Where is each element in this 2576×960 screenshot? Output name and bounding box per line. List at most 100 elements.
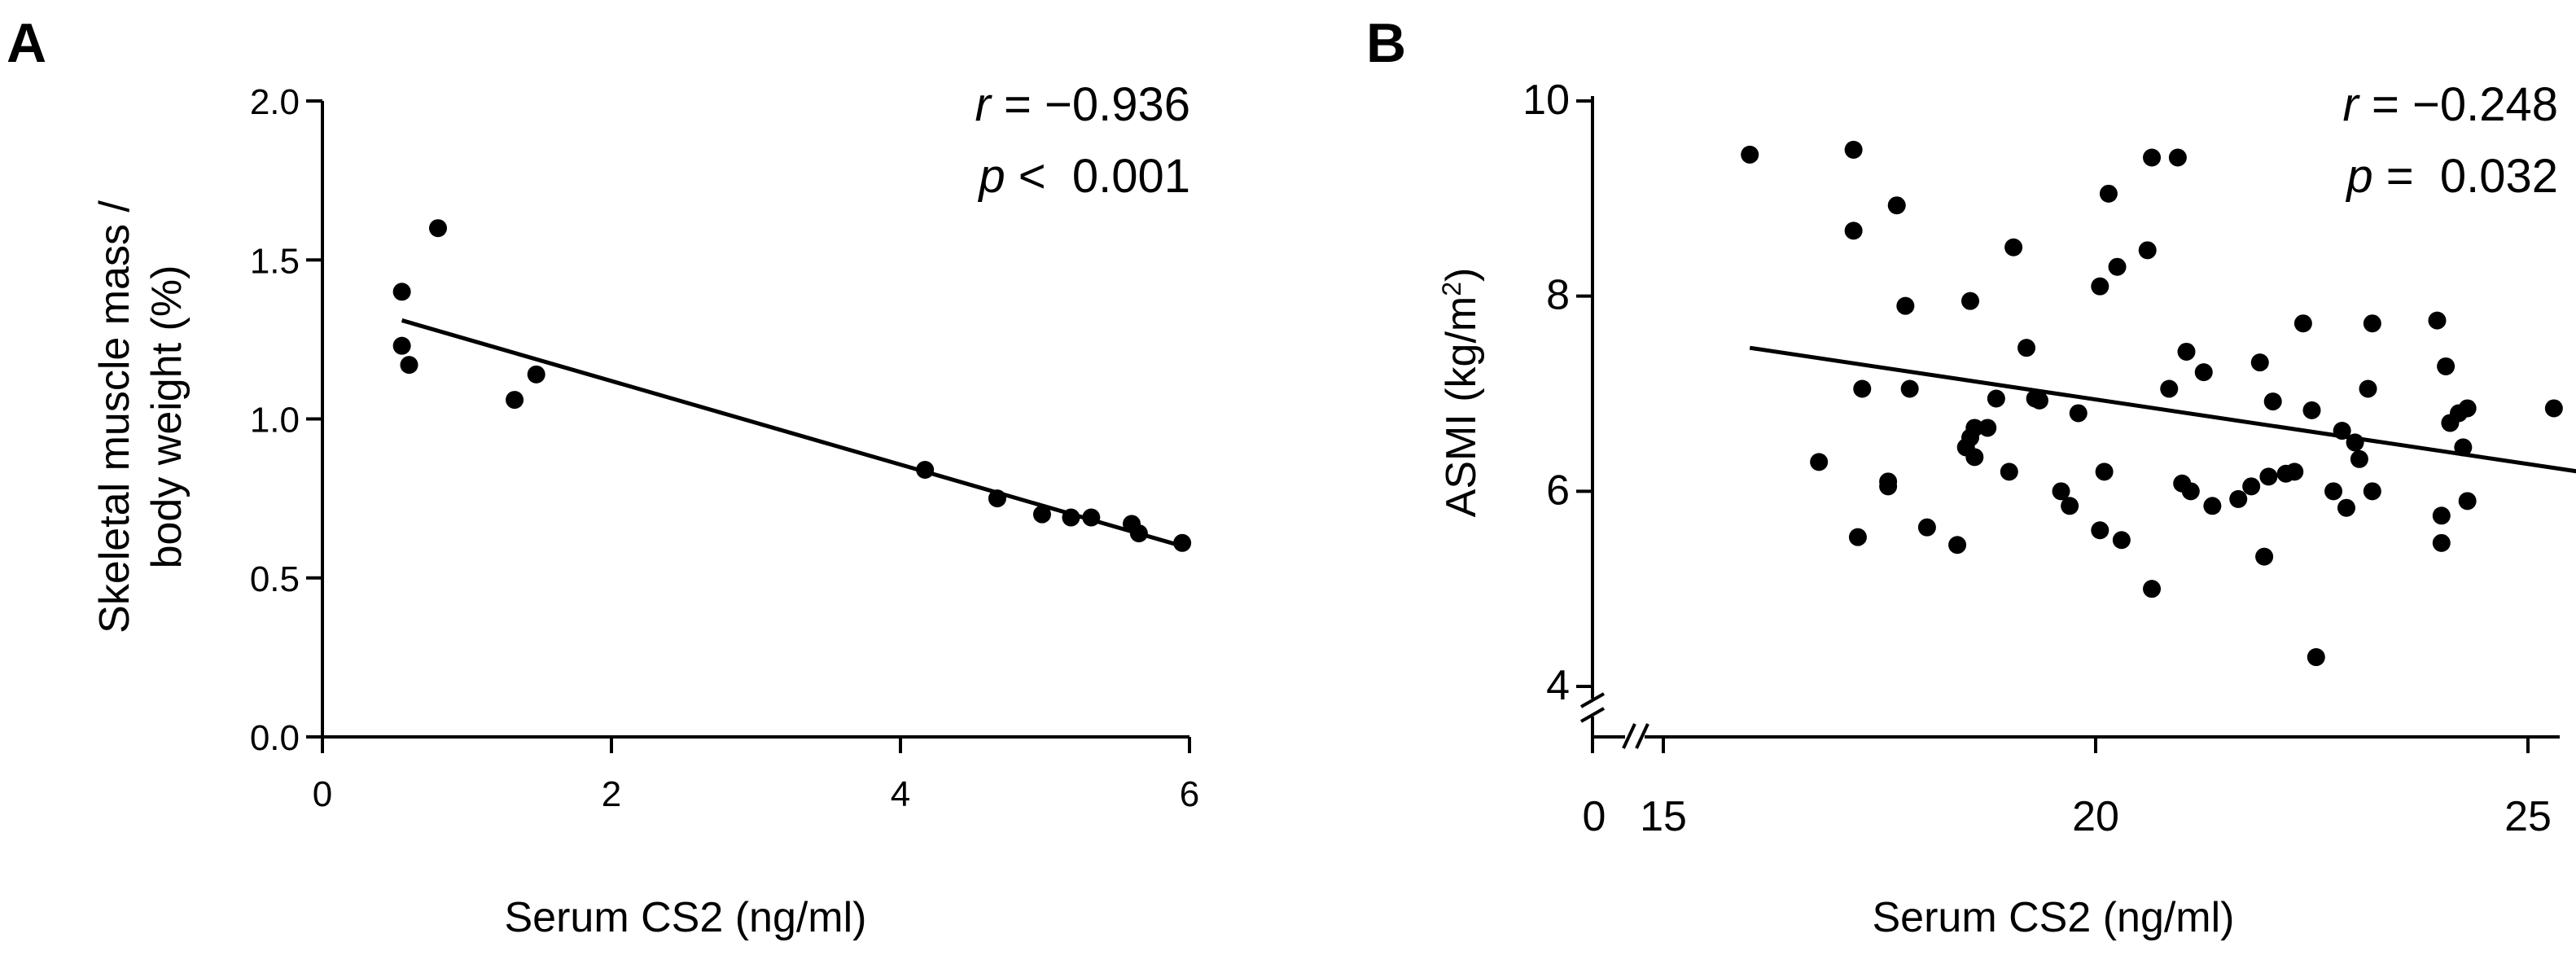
panel-b-stat-r-symbol: r <box>2343 78 2361 131</box>
panel-a-x-ticks: 0 2 4 6 <box>313 737 1199 814</box>
panel-b-stat-r: r = −0.248 <box>2343 78 2558 131</box>
panel-b-data-point-18 <box>1965 419 1984 437</box>
panel-b-data-point-15 <box>1961 292 1980 310</box>
panel-b-x-tick-label: 15 <box>1640 793 1687 840</box>
panel-b-data-point-71 <box>2458 492 2477 511</box>
panel-b-data-point-29 <box>2091 521 2109 540</box>
panel-a-x-tick-label: 6 <box>1180 774 1199 814</box>
panel-b-x-break-mark-2 <box>1635 723 1649 749</box>
panel-b-data-point-65 <box>2432 506 2451 525</box>
panel-b-stat-r-value: = −0.248 <box>2359 78 2558 131</box>
panel-b-data-point-56 <box>2324 482 2343 501</box>
panel-a-data-point-2 <box>392 336 411 355</box>
panel-b-data-point-38 <box>2160 379 2179 398</box>
panel-b-data-point-57 <box>2333 422 2351 441</box>
panel-b-letter: B <box>1366 12 1406 74</box>
panel-b-data-point-60 <box>2350 449 2368 468</box>
panel-b-data-point-36 <box>2143 148 2162 167</box>
panel-b-data-point-41 <box>2177 342 2196 361</box>
panel-b-data-point-8 <box>1879 477 1898 496</box>
panel-b-stat-p-symbol: p <box>2345 150 2372 203</box>
panel-b-data-point-31 <box>2095 462 2114 481</box>
panel-a-stat-r-value: = −0.936 <box>991 78 1190 131</box>
panel-b-data-point-59 <box>2346 433 2364 452</box>
panel-b-data-point-48 <box>2255 547 2274 566</box>
panel-b-x-break-mark-1 <box>1622 723 1636 749</box>
panel-a-stat-p-value: < 0.001 <box>1005 150 1190 203</box>
panel-b-y-break-mark-1 <box>1580 692 1605 708</box>
panel-b-data-point-44 <box>2203 497 2222 515</box>
panel-b-xlabel: Serum CS2 (ng/ml) <box>1873 894 2235 941</box>
panel-b-data-point-54 <box>2302 401 2321 419</box>
panel-b-ylabel-end: ) <box>1438 268 1485 282</box>
panel-a-x-tick-label: 0 <box>313 774 332 814</box>
panel-b-data-point-72 <box>2458 399 2477 418</box>
panel-b-data-point-17 <box>1965 448 1984 467</box>
panel-a-data-point-9 <box>1032 505 1051 524</box>
panel-b-data-point-62 <box>2363 314 2381 333</box>
panel-a-stat-p: p < 0.001 <box>977 150 1190 203</box>
panel-b-data-point-5 <box>1853 379 1872 398</box>
panel-b-data-point-70 <box>2454 438 2473 457</box>
panel-b-data-point-35 <box>2138 241 2157 260</box>
panel-a-y-tick-label: 0.5 <box>250 559 300 599</box>
panel-b-data-point-52 <box>2285 462 2304 481</box>
panel-b-data-point-45 <box>2229 489 2248 508</box>
panel-b-y-tick-label: 10 <box>1522 77 1570 124</box>
panel-b-x-tick-label: 25 <box>2504 793 2552 840</box>
panel-b-data-point-25 <box>2030 391 2048 410</box>
panel-a-data-point-13 <box>1129 524 1148 543</box>
panel-a-ylabel-line-1: Skeletal muscle mass / <box>91 200 138 633</box>
panel-a-regression-line <box>401 318 1183 549</box>
panel-a-x-tick-label: 4 <box>891 774 910 814</box>
panel-a-y-tick-label: 1.0 <box>250 401 300 441</box>
panel-b-stat-p: p = 0.032 <box>2345 150 2558 203</box>
panel-a-data-point-14 <box>1173 533 1192 552</box>
panel-b-y-ticks: 4 6 8 10 <box>1522 77 1592 709</box>
panel-b-x-ticks: 15 20 25 <box>1640 737 2552 840</box>
panel-b-data-point-11 <box>1900 379 1919 398</box>
panel-b-data-point-27 <box>2061 497 2079 515</box>
panel-b-ylabel-sup: 2 <box>1437 282 1466 296</box>
panel-b-data-point-19 <box>1978 419 1997 437</box>
panel-b-data-point-39 <box>2168 148 2187 167</box>
panel-a-data-point-8 <box>988 489 1006 508</box>
panel-b-data-point-21 <box>2000 462 2018 481</box>
panel-a-stat-r-symbol: r <box>975 78 993 131</box>
panel-a-data-point-11 <box>1082 508 1101 527</box>
panel-b-data-point-73 <box>2544 399 2563 418</box>
panel-b-data-point-28 <box>2069 404 2088 423</box>
panel-a: A Skeletal muscle mass / body weight (%)… <box>7 12 1199 941</box>
panel-b: B ASMI (kg/m2) 0 4 6 8 10 15 20 25 Serum CS2 … <box>1366 12 2576 941</box>
panel-b-data-point-37 <box>2143 580 2162 598</box>
panel-b-data-point-10 <box>1896 296 1915 315</box>
panel-a-y-tick-label: 0.0 <box>250 718 300 758</box>
panel-b-data-point-67 <box>2437 357 2456 375</box>
panel-a-points <box>392 219 1192 552</box>
panel-b-data-point-22 <box>2004 238 2023 256</box>
panel-b-data-point-1 <box>1741 145 1759 164</box>
panel-b-data-point-43 <box>2194 363 2213 382</box>
panel-b-data-point-47 <box>2250 353 2269 372</box>
panel-a-data-point-6 <box>527 365 545 384</box>
panel-b-stat-p-value: = 0.032 <box>2373 150 2558 203</box>
panel-b-y-tick-label: 6 <box>1546 467 1570 514</box>
panel-b-x-tick-label: 20 <box>2072 793 2119 840</box>
panel-b-data-point-66 <box>2432 533 2451 552</box>
panel-a-y-tick-label: 2.0 <box>250 82 300 122</box>
panel-b-data-point-23 <box>2017 339 2036 357</box>
panel-a-x-tick-label: 2 <box>602 774 621 814</box>
panel-b-data-point-50 <box>2263 392 2282 411</box>
panel-b-data-point-46 <box>2242 477 2261 496</box>
panel-a-stat-r: r = −0.936 <box>975 78 1190 131</box>
panel-a-y-ticks: 0.0 0.5 1.0 1.5 2.0 <box>250 82 322 758</box>
panel-b-y-break-mark-2 <box>1580 707 1605 723</box>
panel-b-data-point-4 <box>1844 221 1863 240</box>
panel-b-data-point-58 <box>2337 498 2355 517</box>
panel-b-data-point-49 <box>2259 467 2278 486</box>
panel-b-data-point-13 <box>1948 536 1967 555</box>
panel-b-data-point-53 <box>2293 314 2312 333</box>
panel-b-x-tick-zero-label: 0 <box>1583 793 1606 840</box>
panel-a-ylabel-line-2: body weight (%) <box>143 265 191 569</box>
panel-b-data-point-32 <box>2099 184 2118 203</box>
